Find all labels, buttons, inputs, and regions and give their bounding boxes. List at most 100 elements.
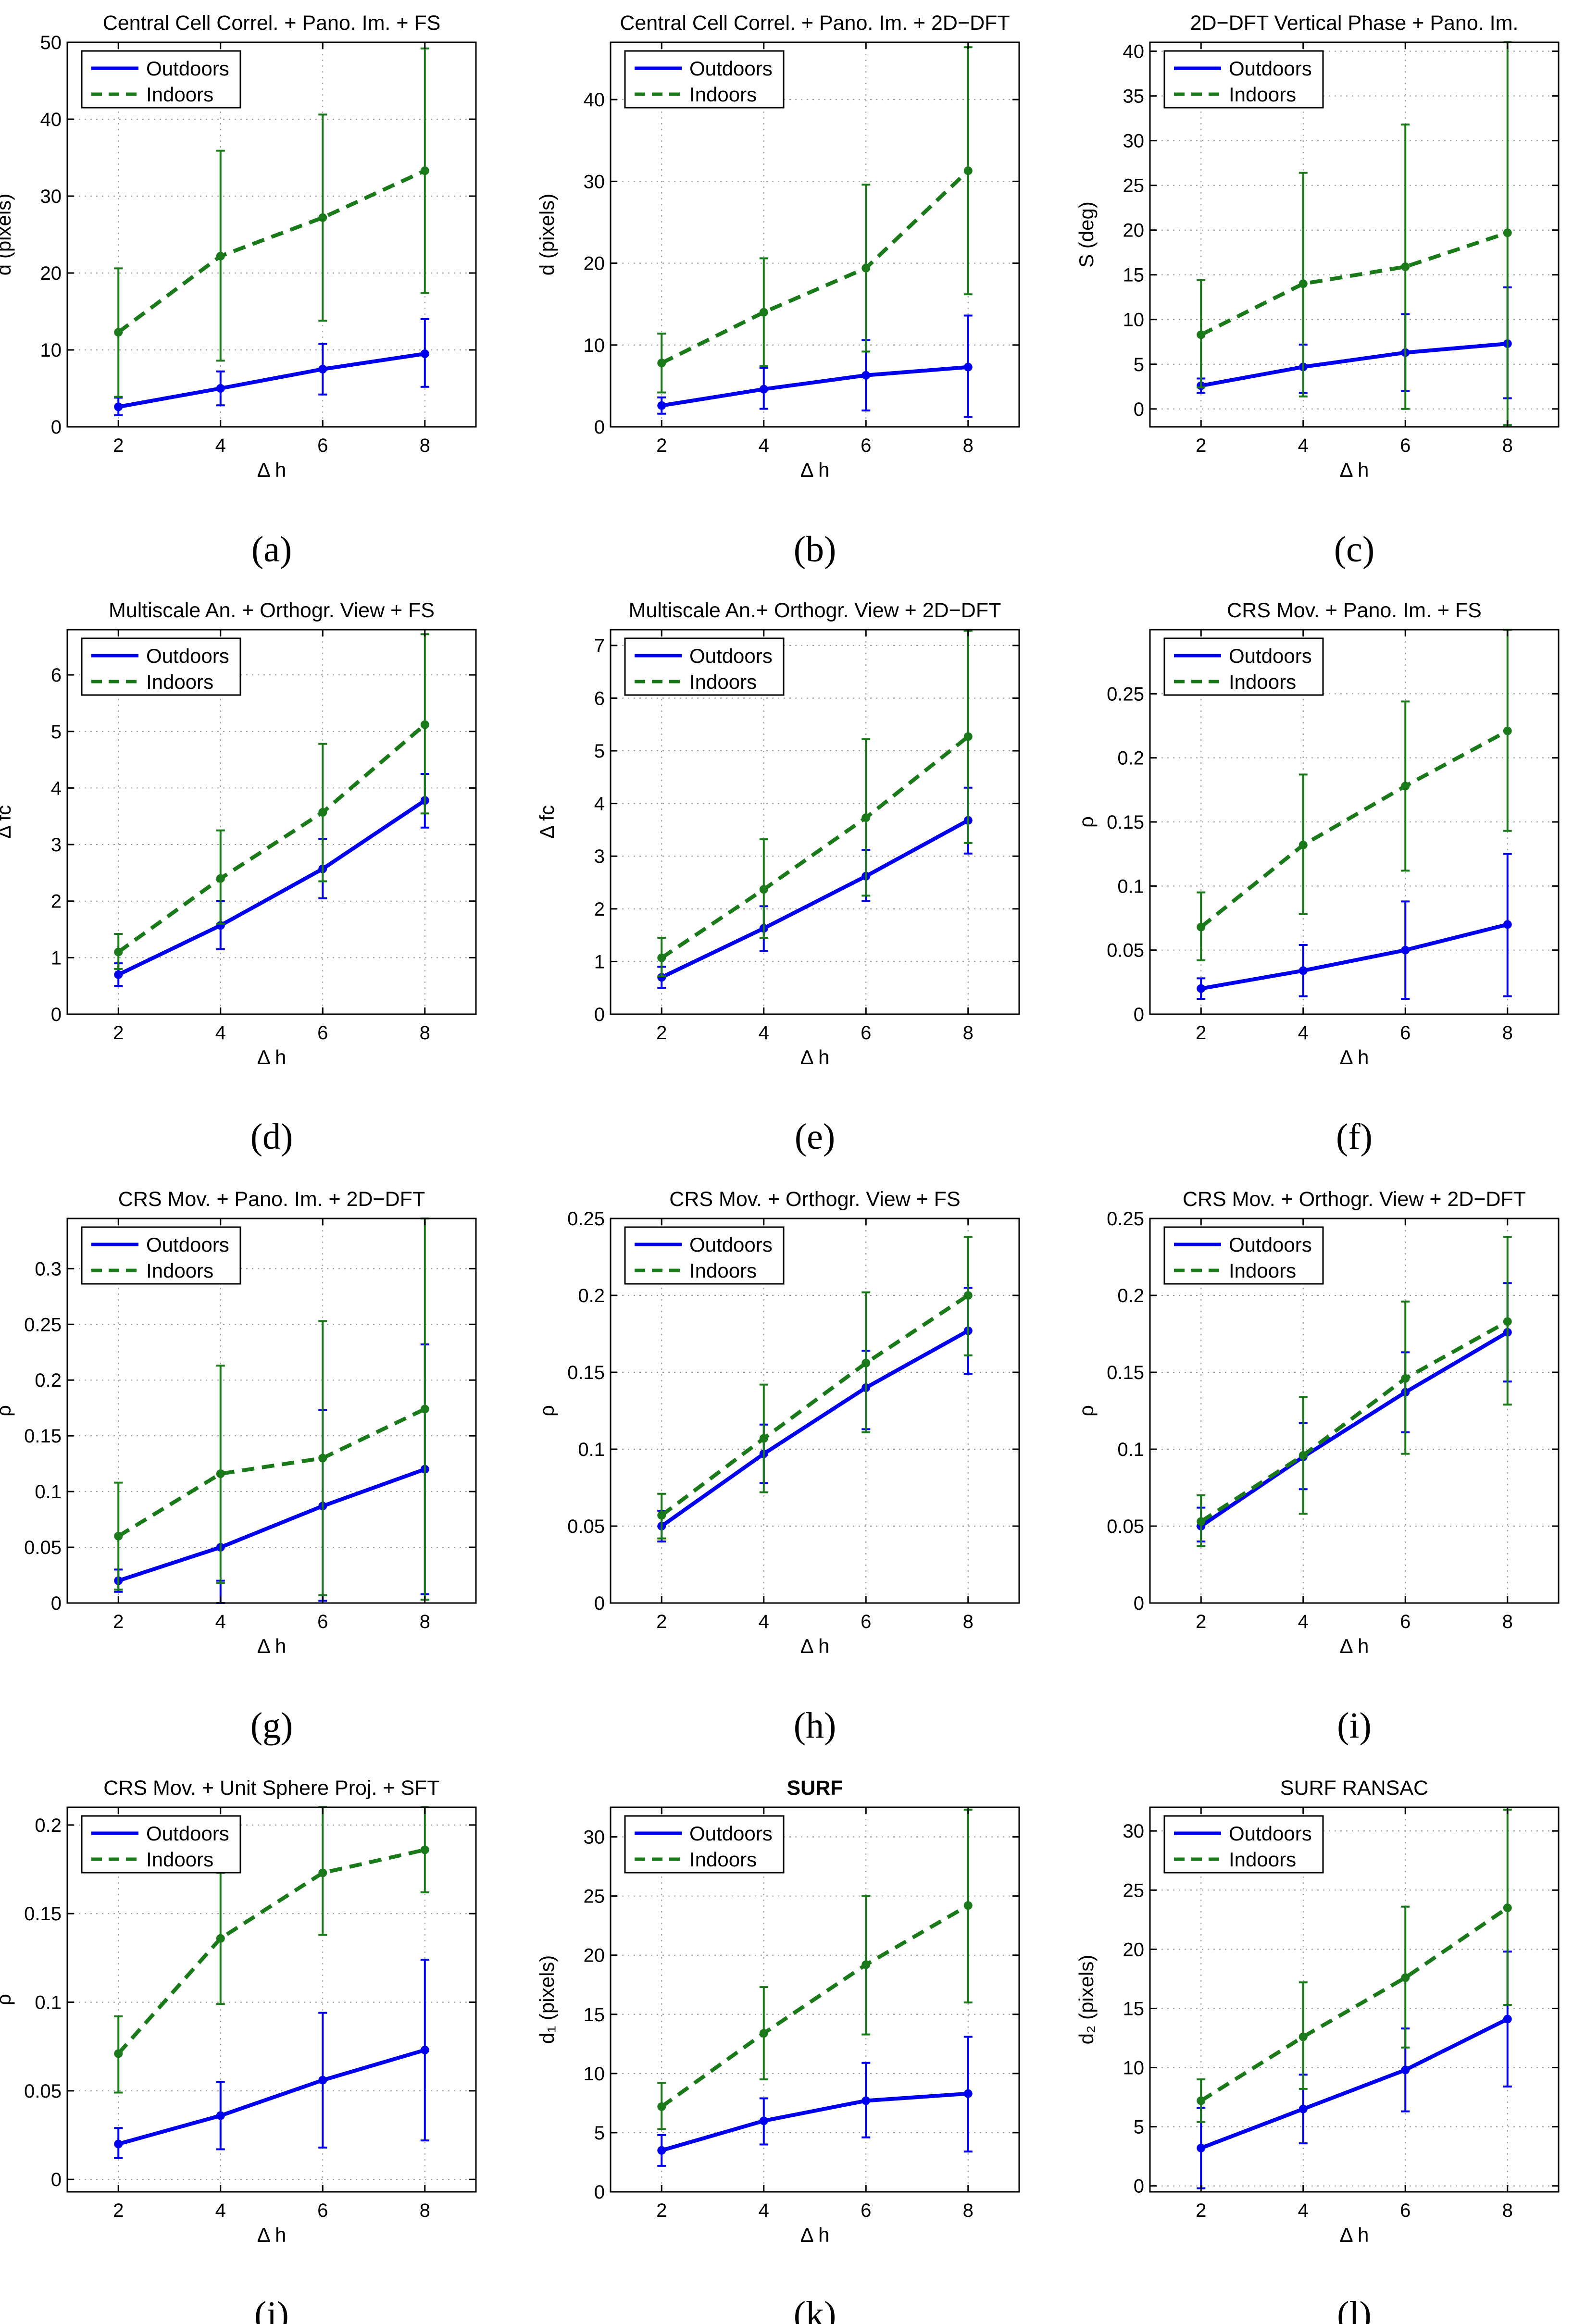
panel-caption: (c): [1334, 529, 1374, 570]
y-tick-label: 0: [1134, 1593, 1144, 1614]
series-line-indoors: [661, 169, 970, 365]
y-tick-label: 35: [1123, 86, 1145, 107]
x-tick-label: 8: [1502, 2200, 1513, 2221]
legend-label: Outdoors: [146, 57, 229, 80]
x-tick-label: 4: [1298, 2200, 1309, 2221]
panel-caption: (h): [794, 1705, 836, 1746]
data-point-outdoors: [1298, 966, 1308, 975]
x-tick-label: 4: [759, 1022, 769, 1044]
x-tick-label: 2: [113, 435, 124, 456]
y-tick-label: 40: [1123, 41, 1145, 62]
data-point-outdoors: [1197, 984, 1206, 993]
y-tick-label: 0.25: [1107, 684, 1144, 705]
legend-box: [1163, 1226, 1324, 1285]
chart-panel-11: 2 4 6 8 0 5 10 15 20 25 30 SURF Δ h d₁ (pixels) Outdoo…: [536, 1777, 1020, 2324]
data-point-outdoors: [420, 349, 429, 358]
chart-title: Central Cell Correl. + Pano. Im. + FS: [103, 12, 441, 35]
y-tick-label: 50: [40, 32, 62, 53]
x-tick-label: 8: [420, 1611, 430, 1632]
y-axis-label: ρ: [0, 1405, 15, 1417]
y-tick-label: 0.25: [567, 1208, 605, 1230]
data-point-indoors: [1197, 330, 1206, 339]
data-point-indoors: [318, 1868, 327, 1877]
axes-frame: [610, 1218, 1020, 1604]
y-axis-label: d₂ (pixels): [1075, 1955, 1098, 2045]
data-point-outdoors: [114, 2139, 123, 2149]
legend: Outdoors Indoors: [81, 1226, 241, 1285]
x-tick-label: 2: [113, 2200, 124, 2221]
data-point-indoors: [216, 874, 225, 883]
data-point-indoors: [861, 1960, 871, 1969]
y-tick-label: 0.2: [35, 1370, 62, 1391]
y-tick-label: 20: [1123, 220, 1145, 241]
data-point-indoors: [318, 1454, 327, 1463]
series-group: [114, 1218, 429, 1604]
data-point-indoors: [1503, 228, 1512, 237]
data-point-indoors: [420, 166, 429, 175]
y-axis-label: ρ: [536, 1405, 558, 1417]
legend-label: Outdoors: [689, 57, 773, 80]
series-line-outdoors: [661, 819, 969, 979]
y-tick-label: 4: [594, 794, 605, 815]
data-point-outdoors: [216, 384, 225, 393]
series-line-outdoors: [1200, 2017, 1509, 2150]
legend: Outdoors Indoors: [81, 637, 241, 696]
y-tick-label: 0.05: [24, 2081, 62, 2102]
x-tick-label: 4: [1298, 435, 1309, 456]
x-tick-label: 4: [215, 1022, 226, 1044]
y-tick-label: 7: [594, 635, 605, 657]
x-tick-label: 4: [215, 2200, 226, 2221]
y-tick-label: 10: [584, 335, 605, 356]
chart-title: CRS Mov. + Orthogr. View + 2D−DFT: [1183, 1188, 1526, 1211]
legend-label: Indoors: [146, 1848, 213, 1871]
data-point-outdoors: [114, 970, 123, 979]
x-tick-label: 6: [1400, 1611, 1411, 1632]
y-tick-label: 15: [1123, 265, 1145, 286]
x-tick-label: 6: [861, 435, 871, 456]
legend-label: Outdoors: [146, 1822, 229, 1845]
y-tick-label: 0.1: [1117, 876, 1144, 897]
data-point-indoors: [657, 953, 666, 962]
panel-caption: (f): [1336, 1117, 1373, 1157]
legend-box: [624, 637, 785, 696]
chart-title: 2D−DFT Vertical Phase + Pano. Im.: [1190, 12, 1519, 35]
axes-frame: [610, 41, 1020, 428]
legend-label: Outdoors: [1229, 57, 1312, 80]
series-line-outdoors: [1200, 1330, 1509, 1528]
y-tick-label: 0.05: [1107, 940, 1144, 961]
y-tick-label: 0: [51, 2169, 62, 2190]
legend-box: [1163, 50, 1324, 109]
y-tick-label: 3: [594, 846, 605, 867]
legend-box: [624, 1226, 785, 1285]
data-point-indoors: [318, 808, 327, 817]
y-tick-label: 0: [1134, 399, 1144, 420]
legend-label: Indoors: [1229, 671, 1296, 693]
panel-caption: (l): [1337, 2294, 1372, 2324]
x-tick-label: 2: [1196, 1022, 1206, 1044]
data-point-outdoors: [963, 362, 973, 372]
y-tick-label: 0.15: [1107, 812, 1144, 833]
series-line-indoors: [117, 169, 426, 334]
data-point-indoors: [1298, 1451, 1308, 1460]
x-axis-label: Δ h: [800, 2224, 830, 2246]
axes-frame: [66, 41, 477, 428]
chart-title: Multiscale An. + Orthogr. View + FS: [109, 599, 435, 622]
x-tick-label: 8: [1502, 1022, 1513, 1044]
series-line-outdoors: [661, 2091, 969, 2152]
x-tick-label: 6: [317, 435, 328, 456]
y-tick-label: 0.1: [1117, 1439, 1144, 1460]
data-point-outdoors: [114, 402, 123, 411]
data-point-outdoors: [318, 2075, 327, 2085]
chart-panel-8: 2 4 6 8 0 0.05 0.1 0.15 0.2 0.25 CRS Mov. + Orthog…: [536, 1188, 1020, 1746]
legend: Outdoors Indoors: [624, 1226, 785, 1285]
y-tick-label: 0.15: [567, 1362, 605, 1383]
x-axis-label: Δ h: [800, 459, 830, 481]
series-group: [657, 1808, 973, 2167]
panel-caption: (e): [795, 1117, 835, 1157]
panel-caption: (k): [794, 2294, 836, 2324]
legend-box: [81, 637, 241, 696]
series-line-indoors: [661, 735, 970, 960]
panel-caption: (b): [794, 529, 836, 570]
x-axis-label: Δ h: [1340, 1046, 1369, 1069]
y-axis-label: S (deg): [1075, 201, 1098, 268]
